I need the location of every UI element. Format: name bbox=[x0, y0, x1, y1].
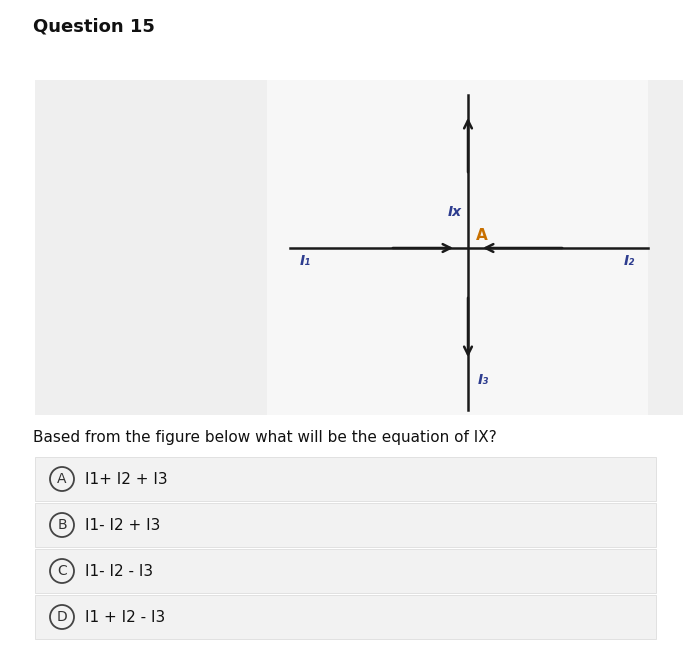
Text: I1+ I2 + I3: I1+ I2 + I3 bbox=[85, 471, 168, 486]
Text: A: A bbox=[57, 472, 67, 486]
Text: I₂: I₂ bbox=[624, 254, 635, 268]
Bar bbox=[35, 80, 267, 415]
Text: Based from the figure below what will be the equation of IX?: Based from the figure below what will be… bbox=[33, 430, 497, 445]
Text: D: D bbox=[57, 610, 68, 624]
Text: I1- I2 + I3: I1- I2 + I3 bbox=[85, 517, 160, 532]
Text: C: C bbox=[57, 564, 67, 578]
Bar bbox=[35, 503, 656, 547]
Text: Ix: Ix bbox=[448, 205, 462, 219]
Text: Question 15: Question 15 bbox=[33, 18, 155, 36]
Text: A: A bbox=[476, 228, 488, 243]
Text: I₁: I₁ bbox=[300, 254, 311, 268]
Bar bbox=[35, 549, 656, 593]
Text: I1 + I2 - I3: I1 + I2 - I3 bbox=[85, 610, 165, 625]
Bar bbox=[648, 80, 683, 415]
Bar bbox=[35, 595, 656, 639]
Text: I₃: I₃ bbox=[478, 373, 489, 387]
Bar bbox=[35, 80, 658, 415]
Text: I1- I2 - I3: I1- I2 - I3 bbox=[85, 563, 153, 579]
Bar bbox=[35, 457, 656, 501]
Text: B: B bbox=[57, 518, 67, 532]
